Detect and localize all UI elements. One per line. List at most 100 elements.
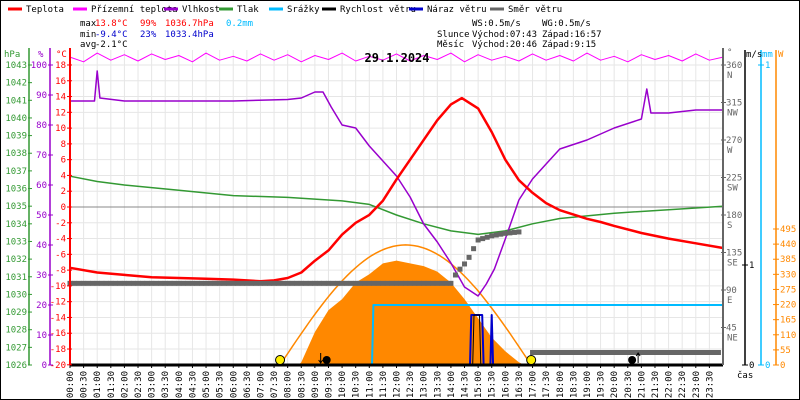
wind-direction-point	[99, 280, 105, 286]
wind-direction-point	[158, 280, 164, 286]
wind-direction-point	[298, 280, 304, 286]
wind-direction-point	[271, 280, 277, 286]
legend-label: Přízemní teplota	[91, 5, 178, 15]
watt-tick-label: 330	[780, 270, 796, 280]
moon-label: Měsíc	[437, 40, 464, 50]
wind-direction-point	[706, 350, 712, 355]
wind-direction-point	[135, 280, 141, 286]
wind-direction-point	[353, 280, 359, 286]
wind-direction-point	[366, 280, 372, 286]
wind-direction-point	[539, 350, 545, 355]
wind-direction-point	[715, 350, 721, 355]
wind-direction-point	[670, 350, 676, 355]
legend-label: Náraz větru	[427, 5, 487, 15]
legend-label: Vlhkost	[182, 5, 220, 15]
x-tick-label: 00:30	[80, 371, 90, 398]
wind-direction-point	[280, 280, 286, 286]
celsius-tick-label: -6	[55, 250, 66, 260]
degree-tick-label: 135	[726, 249, 742, 259]
direction-label: NE	[727, 334, 738, 344]
wind-direction-point	[452, 272, 458, 278]
x-tick-label: 17:30	[542, 371, 552, 398]
x-tick-label: 10:30	[352, 371, 362, 398]
hpa-tick-label: 1036	[5, 185, 27, 195]
stats-press-max: 1036.7hPa	[165, 19, 214, 29]
hpa-tick-label: 1038	[5, 149, 27, 159]
wind-direction-point	[566, 350, 572, 355]
wind-direction-point	[108, 280, 114, 286]
wind-direction-point	[167, 280, 173, 286]
x-tick-label: 16:30	[515, 371, 525, 398]
wind-direction-point	[312, 280, 318, 286]
solar-radiation-area	[298, 260, 525, 365]
wind-direction-point	[548, 350, 554, 355]
celsius-tick-label: 18	[55, 61, 66, 71]
degree-tick-label: 180	[726, 211, 742, 221]
hpa-tick-label: 1029	[5, 308, 27, 318]
percent-tick-label: 0	[42, 361, 47, 371]
wind-direction-point	[103, 280, 109, 286]
celsius-tick-label: 8	[61, 140, 66, 150]
direction-label: S	[727, 221, 732, 231]
direction-label: W	[727, 146, 733, 156]
degree-tick-label: 225	[726, 174, 742, 184]
wind-direction-point	[489, 233, 495, 239]
direction-label: SW	[727, 184, 738, 194]
stats-wind-gust: WG:0.5m/s	[542, 19, 591, 29]
wind-direction-point	[212, 280, 218, 286]
wind-direction-point	[217, 280, 223, 286]
wind-direction-point	[384, 280, 390, 286]
celsius-tick-label: -8	[55, 266, 66, 276]
percent-tick-label: 90	[36, 91, 47, 101]
wind-direction-point	[493, 232, 499, 238]
celsius-tick-label: 14	[55, 93, 66, 103]
x-tick-label: 20:30	[624, 371, 634, 398]
celsius-tick-label: 0	[61, 203, 66, 213]
stats-temp-max: 13.8°C	[95, 19, 128, 29]
wind-direction-point	[371, 280, 377, 286]
wind-direction-point	[620, 350, 626, 355]
legend-label: Tlak	[237, 5, 259, 15]
x-tick-label: 04:00	[175, 371, 185, 398]
watt-tick-label: 440	[780, 240, 796, 250]
wind-direction-point	[121, 280, 127, 286]
celsius-tick-label: 10	[55, 124, 66, 134]
stats-hum-max: 99%	[140, 19, 157, 29]
wind-direction-point	[407, 280, 413, 286]
hpa-tick-label: 1040	[5, 114, 27, 124]
wind-direction-point	[625, 350, 631, 355]
wind-direction-point	[543, 350, 549, 355]
wind-direction-point	[316, 280, 322, 286]
ms-unit: m/s	[746, 50, 762, 60]
wind-direction-point	[629, 350, 635, 355]
wind-direction-point	[711, 350, 717, 355]
wind-direction-point	[289, 280, 295, 286]
mm-unit: mm	[762, 50, 773, 60]
wind-direction-point	[262, 280, 268, 286]
wind-direction-point	[657, 350, 663, 355]
wind-direction-point	[598, 350, 604, 355]
wind-direction-point	[425, 280, 431, 286]
degree-tick-label: 360	[726, 61, 742, 71]
wind-direction-point	[140, 280, 146, 286]
x-tick-label: 16:00	[501, 371, 511, 398]
wind-direction-point	[579, 350, 585, 355]
degree-tick-label: 315	[726, 99, 742, 109]
degree-tick-label: 90	[726, 286, 737, 296]
wind-direction-point	[253, 280, 259, 286]
wind-direction-point	[335, 280, 341, 286]
wind-direction-point	[235, 280, 241, 286]
moonset-arrow-icon	[318, 353, 324, 364]
sun-rise: Východ:07:43	[472, 30, 537, 40]
moonset-icon	[322, 356, 331, 364]
wind-direction-point	[307, 280, 313, 286]
hpa-tick-label: 1030	[5, 290, 27, 300]
celsius-tick-label: 4	[61, 171, 66, 181]
x-tick-label: 23:00	[692, 371, 702, 398]
hpa-tick-label: 1042	[5, 79, 27, 89]
wind-direction-point	[661, 350, 667, 355]
degree-tick-label: 270	[726, 136, 742, 146]
celsius-tick-label: -14	[50, 313, 66, 323]
wind-direction-point	[276, 280, 282, 286]
wind-direction-point	[643, 350, 649, 355]
